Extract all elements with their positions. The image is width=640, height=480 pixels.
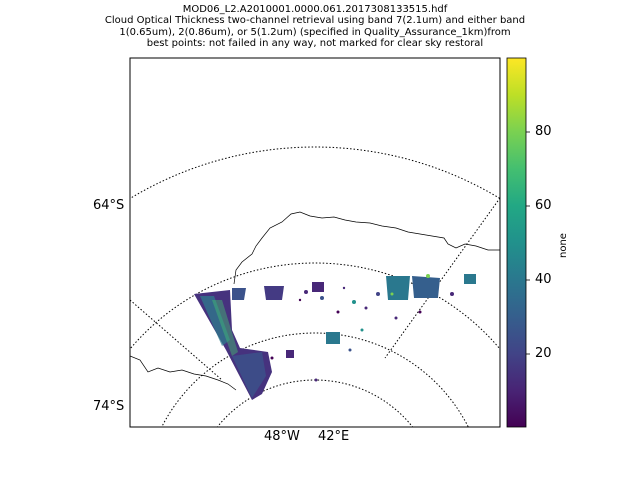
lat-label-74s: 74°S [93,399,125,414]
title-line-filename: MOD06_L2.A2010001.0000.061.2017308133515… [182,4,448,15]
graticule-circle [161,332,469,427]
colorbar-unit-label: none [558,233,569,258]
colorbar-tick-label: 40 [535,272,552,287]
lat-label-64s: 64°S [93,198,125,213]
colorbar [506,57,527,428]
graticule-meridian [384,197,500,359]
lon-label-42e: 42°E [318,429,350,444]
title-line-quality: best points: not failed in any way, not … [146,38,484,49]
map-frame [129,57,501,428]
coastline [130,355,237,391]
cloud-data-swath [194,274,476,400]
lon-label-48w: 48°W [264,429,300,444]
graticule-meridian [130,299,223,381]
title-line-product: Cloud Optical Thickness two-channel retr… [104,15,526,26]
coastline [233,211,500,285]
graticule-circle [130,262,500,350]
graticule-circle [216,379,414,427]
title-line-bands: 1(0.65um), 2(0.86um), or 5(1.2um) (speci… [119,27,511,38]
colorbar-tick-label: 80 [535,124,552,139]
colorbar-tick-label: 60 [535,198,552,213]
colorbar-tick-label: 20 [535,346,552,361]
